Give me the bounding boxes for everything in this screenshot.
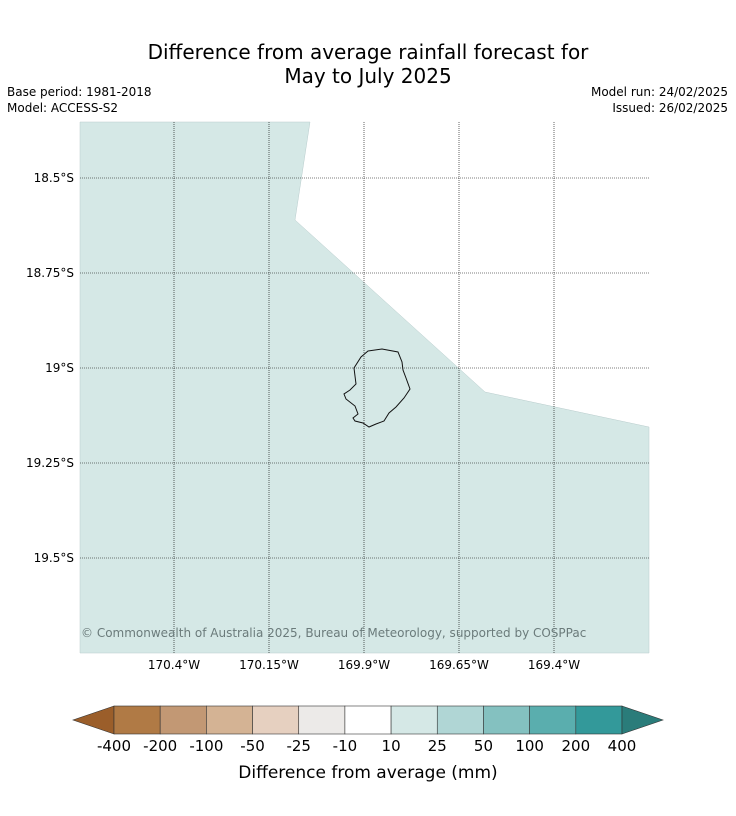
colorbar-tick-label: -200: [143, 737, 177, 755]
colorbar-bin: [436, 705, 484, 735]
latitude-label: 19°S: [45, 361, 74, 375]
colorbar-tick-label: 50: [474, 737, 493, 755]
base-period: Base period: 1981-2018: [7, 85, 152, 99]
longitude-label: 169.9°W: [338, 658, 390, 672]
colorbar-bin: [390, 705, 438, 735]
map-panel: © Commonwealth of Australia 2025, Bureau…: [79, 121, 650, 654]
colorbar-bin: [298, 705, 346, 735]
graticule: [80, 122, 649, 653]
colorbar-tick-labels: -400 -200 -100 -50 -25 -10 10 25 50 100 200 400: [97, 737, 636, 755]
colorbar-tick-label: -100: [189, 737, 223, 755]
colorbar-tick-label: -400: [97, 737, 131, 755]
colorbar-tick-label: 25: [428, 737, 447, 755]
latitude-labels: 18.5°S 18.75°S 19°S 19.25°S 19.5°S: [26, 171, 74, 565]
longitude-label: 169.65°W: [429, 658, 489, 672]
colorbar-title: Difference from average (mm): [238, 763, 497, 783]
colorbar-bin: [529, 705, 577, 735]
model-name: Model: ACCESS-S2: [7, 101, 119, 115]
colorbar-over-arrow: [621, 705, 664, 735]
longitude-labels: 170.4°W 170.15°W 169.9°W 169.65°W 169.4°W: [148, 658, 580, 672]
colorbar-bins: [113, 705, 623, 735]
issued-date: Issued: 26/02/2025: [612, 101, 728, 115]
colorbar-bin: [483, 705, 530, 735]
colorbar-tick-label: 100: [515, 737, 544, 755]
colorbar-bin: [206, 705, 253, 735]
colorbar-bin: [159, 705, 207, 735]
copyright-notice: © Commonwealth of Australia 2025, Bureau…: [81, 626, 586, 640]
latitude-label: 19.25°S: [26, 456, 74, 470]
chart-title-line-2: May to July 2025: [284, 64, 452, 88]
model-run-date: Model run: 24/02/2025: [590, 85, 728, 99]
colorbar-bin: [344, 705, 392, 735]
chart-title-line-1: Difference from average rainfall forecas…: [147, 40, 589, 64]
latitude-label: 19.5°S: [34, 551, 74, 565]
colorbar-tick-label: 400: [608, 737, 637, 755]
colorbar-bin: [575, 705, 623, 735]
colorbar-tick-label: -25: [286, 737, 311, 755]
colorbar-under-arrow: [72, 705, 115, 735]
colorbar-tick-label: -50: [240, 737, 265, 755]
longitude-label: 170.15°W: [239, 658, 299, 672]
longitude-label: 169.4°W: [528, 658, 580, 672]
colorbar-bin: [252, 705, 300, 735]
colorbar: -400 -200 -100 -50 -25 -10 10 25 50 100 200 400 Dif…: [72, 705, 664, 783]
longitude-label: 170.4°W: [148, 658, 200, 672]
latitude-label: 18.75°S: [26, 266, 74, 280]
colorbar-tick-label: -10: [333, 737, 358, 755]
colorbar-tick-label: 10: [382, 737, 401, 755]
colorbar-bin: [113, 705, 161, 735]
island-coastline: [343, 348, 411, 428]
forecast-region-shading: [79, 121, 650, 654]
latitude-label: 18.5°S: [34, 171, 74, 185]
colorbar-tick-label: 200: [561, 737, 590, 755]
